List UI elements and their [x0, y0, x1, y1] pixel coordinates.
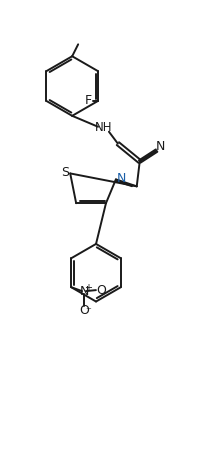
Text: ⁻: ⁻	[85, 306, 91, 316]
Text: O: O	[96, 284, 106, 296]
Text: O: O	[79, 304, 89, 318]
Text: N: N	[79, 285, 89, 298]
Text: N: N	[117, 172, 126, 185]
Text: +: +	[84, 282, 92, 293]
Text: F: F	[85, 94, 92, 107]
Text: NH: NH	[95, 121, 113, 134]
Text: S: S	[61, 166, 69, 179]
Text: N: N	[156, 140, 165, 153]
